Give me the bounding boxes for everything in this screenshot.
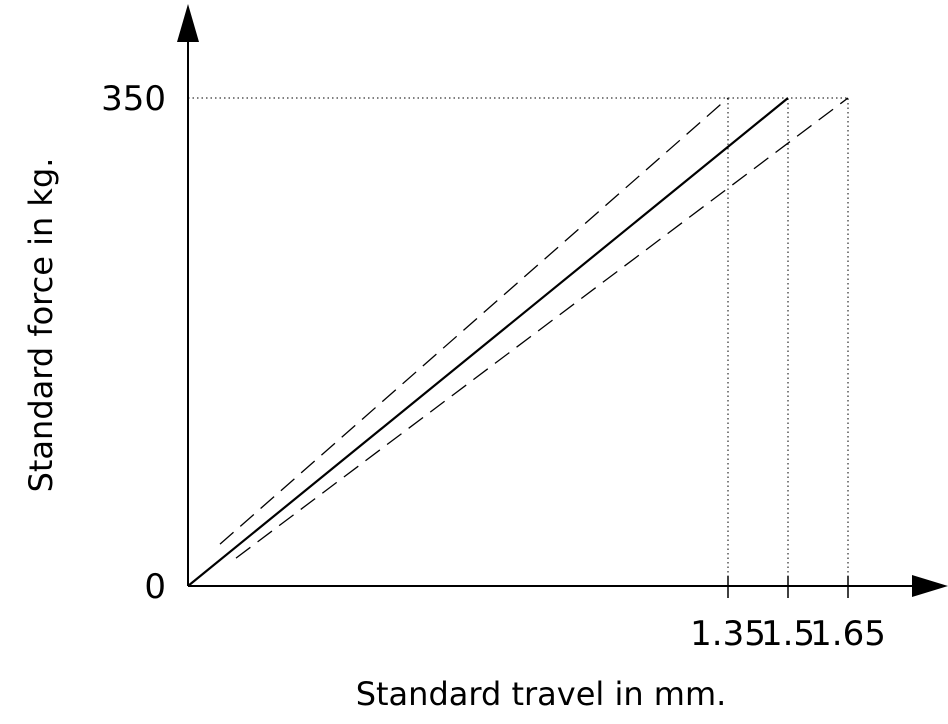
nominal-line (187, 97, 789, 587)
y-ticks: 0 350 (101, 79, 166, 607)
y-axis-label: Standard force in kg. (22, 158, 60, 493)
y-tick-label: 0 (144, 567, 166, 607)
x-tick-label: 1.5 (761, 614, 815, 654)
y-axis (177, 4, 199, 586)
tolerance-line-2 (235, 97, 849, 559)
y-axis-arrowhead (177, 4, 199, 42)
y-tick-label: 350 (101, 79, 166, 119)
x-tick-label: 1.65 (810, 614, 886, 654)
reference-lines (188, 97, 849, 586)
x-axis-label: Standard travel in mm. (356, 675, 727, 713)
plot-series (187, 97, 849, 587)
tolerance-line-1 (219, 97, 729, 545)
x-axis-arrowhead (912, 575, 948, 597)
x-axis (188, 575, 948, 597)
x-ticks: 1.351.51.65 (690, 576, 886, 654)
x-tick-label: 1.35 (690, 614, 766, 654)
